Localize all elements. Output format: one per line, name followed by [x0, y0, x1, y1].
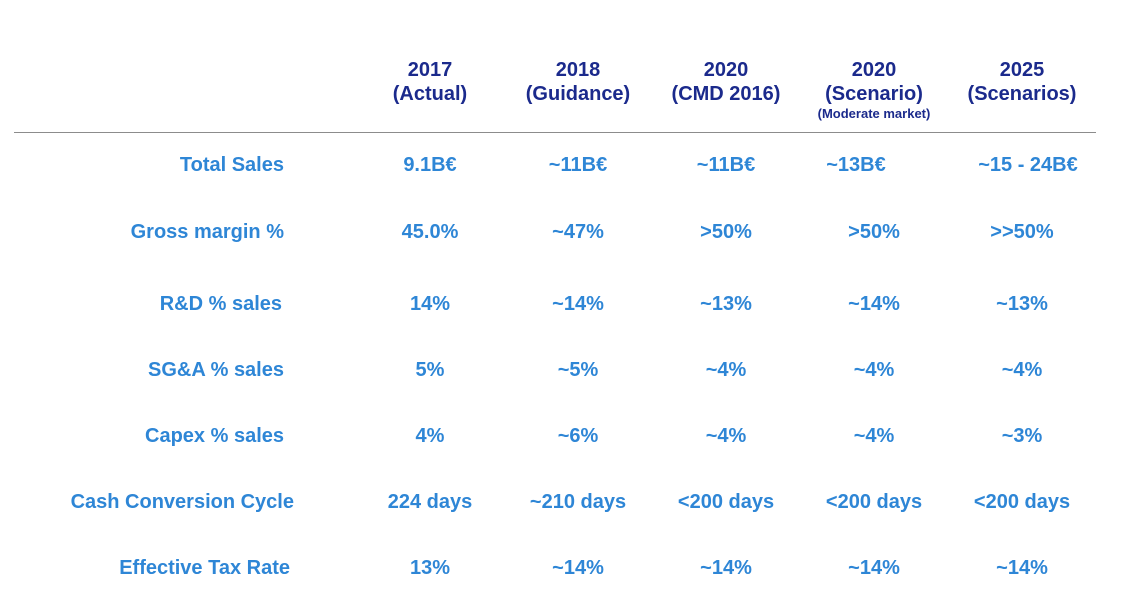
table-cell: ~14% — [848, 557, 900, 579]
row-label-capex-sales: Capex % sales — [145, 425, 284, 447]
table-cell: <200 days — [825, 491, 923, 513]
table-cell: 9.1B€ — [403, 154, 457, 176]
table-cell: <200 days — [677, 491, 775, 513]
table-cell: ~13% — [996, 293, 1048, 315]
column-header-year: 2017 — [407, 59, 453, 81]
table-cell: 224 days — [387, 491, 473, 513]
table-cell: <200 days — [973, 491, 1071, 513]
table-cell: ~13% — [700, 293, 752, 315]
table-cell: 14% — [409, 293, 451, 315]
column-header-year: 2020 — [703, 59, 749, 81]
table-cell: ~4% — [853, 359, 895, 381]
table-cell: ~4% — [853, 425, 895, 447]
table-cell: ~5% — [557, 359, 599, 381]
table-cell: 13% — [409, 557, 451, 579]
table-cell: ~210 days — [529, 491, 627, 513]
table-cell: ~6% — [557, 425, 599, 447]
table-cell: ~14% — [700, 557, 752, 579]
column-header-label: (Scenarios) — [967, 83, 1077, 105]
column-header-year: 2018 — [555, 59, 601, 81]
column-header-2020-cmd: 2020 (CMD 2016) — [656, 58, 796, 106]
table-cell: >50% — [700, 221, 752, 243]
table-cell: >50% — [848, 221, 900, 243]
table-cell: 45.0% — [401, 221, 459, 243]
column-header-label: (CMD 2016) — [671, 83, 781, 105]
header-divider — [14, 132, 1096, 133]
table-cell: 5% — [415, 359, 445, 381]
table-cell: 4% — [415, 425, 445, 447]
column-header-2020-scenario: 2020 (Scenario) (Moderate market) — [804, 58, 944, 121]
row-label-cash-conversion-cycle: Cash Conversion Cycle — [70, 491, 294, 513]
table-cell: >>50% — [990, 221, 1054, 243]
row-label-effective-tax-rate: Effective Tax Rate — [119, 557, 290, 579]
row-label-total-sales: Total Sales — [179, 154, 284, 176]
column-header-2018-guidance: 2018 (Guidance) — [508, 58, 648, 106]
table-cell: ~14% — [848, 293, 900, 315]
table-cell: ~4% — [705, 359, 747, 381]
table-cell: ~4% — [1001, 359, 1043, 381]
column-header-note: (Moderate market) — [817, 106, 931, 121]
table-cell: ~13B€ — [826, 154, 886, 176]
row-label-sga-sales: SG&A % sales — [148, 359, 284, 381]
table-cell: ~14% — [552, 557, 604, 579]
table-cell: ~47% — [552, 221, 604, 243]
column-header-year: 2025 — [999, 59, 1045, 81]
row-label-rd-sales: R&D % sales — [159, 293, 282, 315]
column-header-label: (Actual) — [392, 83, 468, 105]
table-cell: ~14% — [996, 557, 1048, 579]
table-cell: ~11B€ — [696, 154, 756, 176]
column-header-2017-actual: 2017 (Actual) — [360, 58, 500, 106]
table-cell: ~4% — [705, 425, 747, 447]
column-header-label: (Scenario) — [825, 83, 923, 105]
column-header-year: 2020 — [851, 59, 897, 81]
table-cell: ~3% — [1001, 425, 1043, 447]
table-cell: ~15 - 24B€ — [978, 154, 1078, 176]
column-header-2025-scenarios: 2025 (Scenarios) — [952, 58, 1092, 106]
row-label-gross-margin: Gross margin % — [130, 221, 284, 243]
table-cell: ~14% — [552, 293, 604, 315]
column-header-label: (Guidance) — [525, 83, 631, 105]
table-cell: ~11B€ — [548, 154, 608, 176]
